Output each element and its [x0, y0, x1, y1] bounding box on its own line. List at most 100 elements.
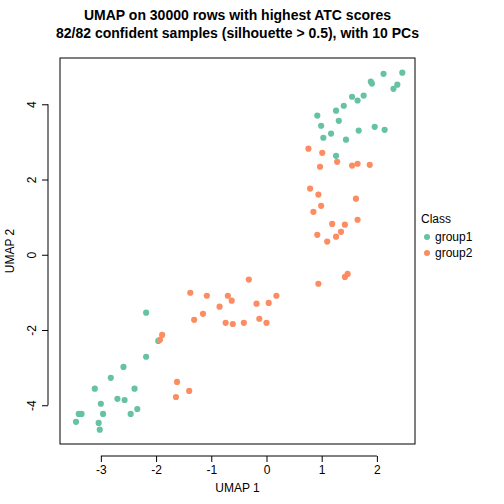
point: [336, 118, 342, 124]
point: [333, 234, 339, 240]
point: [216, 304, 222, 310]
y-tick-label: 0: [25, 252, 39, 259]
legend-label: group2: [435, 246, 473, 260]
x-tick: [101, 456, 102, 462]
point: [356, 128, 362, 134]
point: [319, 150, 325, 156]
x-tick: [156, 456, 157, 462]
point: [399, 70, 405, 76]
point: [367, 162, 373, 168]
point: [338, 229, 344, 235]
point: [241, 320, 247, 326]
point: [253, 301, 259, 307]
point: [333, 153, 339, 159]
point: [307, 185, 313, 191]
point: [263, 320, 269, 326]
point: [120, 364, 126, 370]
point: [73, 419, 79, 425]
point: [78, 411, 84, 417]
point: [318, 203, 324, 209]
point: [315, 191, 321, 197]
point: [318, 123, 324, 129]
x-tick-label: 2: [374, 463, 381, 477]
x-tick-label: 1: [319, 463, 326, 477]
point: [134, 406, 140, 412]
point: [349, 94, 355, 100]
point: [334, 159, 340, 165]
x-axis: -3 -2 -1 0 1 2: [96, 456, 381, 477]
x-tick-label: -3: [96, 463, 107, 477]
point: [173, 394, 179, 400]
legend-symbol: [424, 250, 430, 256]
point: [131, 386, 137, 392]
point: [349, 163, 355, 169]
point: [229, 298, 235, 304]
x-tick: [377, 456, 378, 462]
x-tick-label: -1: [206, 463, 217, 477]
y-tick-label: -4: [25, 400, 39, 411]
y-axis-line: [48, 104, 49, 405]
point: [200, 311, 206, 317]
points: [73, 70, 405, 433]
point: [114, 396, 120, 402]
point: [122, 397, 128, 403]
point: [317, 164, 323, 170]
y-tick-label: 2: [25, 176, 39, 183]
point: [310, 209, 316, 215]
point: [266, 300, 272, 306]
point: [128, 411, 134, 417]
point: [353, 196, 359, 202]
point: [225, 293, 231, 299]
point: [342, 222, 348, 228]
point: [92, 386, 98, 392]
legend-title: Class: [421, 212, 451, 226]
point: [186, 388, 192, 394]
y-tick-label: -2: [25, 325, 39, 336]
point: [324, 239, 330, 245]
point: [390, 86, 396, 92]
point: [372, 124, 378, 130]
point: [315, 281, 321, 287]
plot-frame: [60, 58, 415, 444]
point: [361, 93, 367, 99]
point: [320, 135, 326, 141]
x-axis-line: [101, 456, 377, 457]
y-tick: [42, 405, 48, 406]
point: [223, 320, 229, 326]
point: [96, 420, 102, 426]
x-tick: [322, 456, 323, 462]
y-tick: [42, 104, 48, 105]
legend-symbol: [424, 234, 430, 240]
y-axis: -4-2024: [25, 101, 48, 411]
point: [98, 401, 104, 407]
point: [108, 375, 114, 381]
legend-label: group1: [435, 230, 473, 244]
point: [354, 161, 360, 167]
point: [341, 103, 347, 109]
point: [157, 337, 163, 343]
point: [382, 127, 388, 133]
point: [305, 146, 311, 152]
point: [143, 310, 149, 316]
y-tick: [42, 180, 48, 181]
subtitle: 82/82 confident samples (silhouette > 0.…: [56, 25, 419, 41]
point: [343, 137, 349, 143]
point: [342, 274, 348, 280]
legend: Class group1 group2: [421, 212, 473, 260]
x-tick: [211, 456, 212, 462]
point: [97, 427, 103, 433]
x-tick-label: 0: [264, 463, 271, 477]
x-tick-label: -2: [151, 463, 162, 477]
point: [174, 379, 180, 385]
point: [314, 112, 320, 118]
point: [328, 131, 334, 137]
point: [191, 317, 197, 323]
y-tick: [42, 255, 48, 256]
point: [230, 321, 236, 327]
point: [333, 108, 339, 114]
point: [143, 354, 149, 360]
x-tick: [266, 456, 267, 462]
point: [246, 277, 252, 283]
point: [314, 232, 320, 238]
point: [354, 217, 360, 223]
